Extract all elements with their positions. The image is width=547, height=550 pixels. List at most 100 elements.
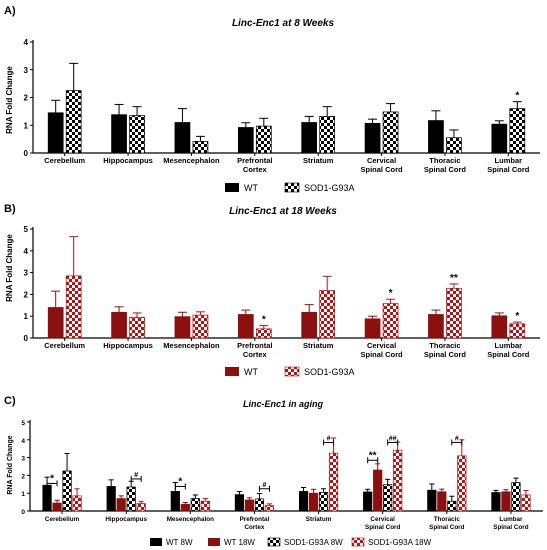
y-tick-label: 2	[24, 290, 29, 299]
bar-wt-18w	[244, 499, 255, 512]
bar-wt-18w	[501, 491, 511, 512]
bar-sod1-g93a-18w	[200, 500, 210, 512]
x-category-label: Prefrontal	[240, 516, 270, 523]
x-category-label: Cerebellum	[44, 341, 85, 350]
bar-sod1-g93a-8w	[318, 491, 329, 512]
legend-sod8w-label: SOD1-G93A 8W	[284, 538, 343, 547]
x-category-label: Spinal Cord	[487, 165, 530, 174]
bar-sod1-g93a	[129, 316, 145, 339]
bar-sod1-g93a	[65, 90, 82, 154]
legend-sod8w-swatch	[267, 537, 281, 547]
bar-wt	[111, 114, 127, 154]
bar-wt-8w	[170, 491, 180, 512]
bar-sod1-g93a-8w	[254, 498, 265, 512]
bar-sod1-g93a-8w	[383, 484, 393, 512]
bar-wt	[364, 318, 381, 339]
bar-wt	[47, 112, 64, 154]
y-tick-label: 3	[21, 456, 25, 463]
bracket-marker: *	[178, 476, 182, 487]
bar-sod1-g93a-8w	[62, 470, 72, 512]
panel-b-legend: WT SOD1-G93A	[225, 366, 355, 377]
bar-sod1-g93a-18w	[264, 505, 275, 512]
y-tick-label: 4	[24, 38, 29, 47]
x-category-label: Prefrontal	[237, 156, 272, 165]
bar-wt-18w	[373, 469, 383, 512]
significance-marker: *	[389, 288, 393, 299]
bar-wt-8w	[427, 489, 437, 512]
y-tick-label: 2	[24, 94, 29, 103]
x-category-label: Mesencephalon	[163, 156, 220, 165]
x-category-label: Spinal Cord	[361, 165, 404, 174]
bar-wt-8w	[363, 491, 373, 512]
y-tick-label: 1	[24, 312, 29, 321]
panel-a-label: A)	[4, 5, 16, 17]
legend-wt8w-label: WT 8W	[166, 538, 193, 547]
bar-sod1-g93a-8w	[447, 500, 457, 512]
y-tick-label: 0	[24, 334, 29, 343]
bar-wt	[174, 122, 191, 154]
y-tick-label: 5	[21, 420, 25, 427]
bar-sod1-g93a	[192, 314, 209, 339]
bar-sod1-g93a-18w	[393, 449, 403, 512]
bar-sod1-g93a	[255, 125, 272, 154]
bar-wt-8w	[298, 491, 309, 512]
bar-wt	[174, 316, 191, 339]
bar-sod1-g93a	[446, 137, 462, 154]
panel-b-chart: 0 1 2 3 4 5 Cerebellum Hippocampus Mesencephalon…	[24, 225, 540, 359]
significance-marker: *	[262, 315, 266, 326]
y-tick-label: 2	[21, 473, 25, 480]
bar-wt-8w	[106, 486, 116, 512]
y-tick-label: 4	[24, 247, 29, 256]
x-category-label: Striatum	[306, 516, 332, 523]
x-category-label: Hippocampus	[103, 156, 153, 165]
panel-c-label: C)	[4, 395, 16, 407]
panel-c-ylabel: RNA Fold Change	[7, 435, 14, 494]
x-category-label: Striatum	[303, 156, 334, 165]
bar-sod1-g93a-18w	[521, 494, 531, 512]
legend-wt18w-label: WT 18W	[224, 538, 255, 547]
bar-wt	[111, 311, 127, 339]
bar-sod1-g93a	[319, 116, 336, 154]
bar-wt	[364, 122, 381, 154]
significance-marker: *	[515, 91, 519, 102]
bar-wt	[301, 122, 318, 154]
x-category-label: Thoracic	[429, 156, 460, 165]
bar-wt-18w	[437, 491, 447, 512]
x-category-label: Striatum	[303, 341, 334, 350]
x-category-label: Hippocampus	[103, 341, 153, 350]
bar-wt	[491, 123, 508, 154]
bar-wt	[301, 311, 318, 339]
bar-sod1-g93a	[382, 303, 399, 339]
panel-a-title: Linc-Enc1 at 8 Weeks	[232, 18, 335, 29]
bar-sod1-g93a-8w	[190, 498, 200, 512]
panel-a-legend: WT SOD1-G93A	[225, 182, 355, 193]
panel-b-title: Linc-Enc1 at 18 Weeks	[229, 206, 337, 217]
y-tick-label: 0	[24, 149, 29, 158]
legend-sod-label: SOD1-G93A	[304, 183, 355, 193]
panel-c-legend: WT 8W WT 18W SOD1-G93A 8W SOD1-G93A 18W	[150, 537, 432, 547]
bar-wt-18w	[52, 502, 62, 512]
x-category-label: Cervical	[367, 341, 396, 350]
x-category-label: Spinal Cord	[361, 350, 404, 359]
panel-b-label: B)	[4, 203, 16, 215]
x-category-label: Spinal Cord	[493, 524, 528, 531]
legend-sod-18-swatch	[284, 366, 300, 377]
panel-a-ylabel: RNA Fold Change	[5, 66, 14, 134]
x-category-label: Spinal Cord	[487, 350, 530, 359]
x-category-label: Lumbar	[499, 516, 523, 523]
y-tick-label: 4	[21, 438, 25, 445]
bar-sod1-g93a	[446, 287, 462, 339]
legend-sod-18-label: SOD1-G93A	[304, 367, 355, 377]
x-category-label: Cortex	[243, 165, 268, 174]
legend-wt-label: WT	[244, 183, 258, 193]
bar-wt-18w	[308, 492, 319, 512]
significance-marker: *	[515, 311, 519, 322]
y-tick-label: 5	[24, 225, 29, 234]
legend-wt8w-swatch	[150, 538, 162, 546]
legend-wt-18-label: WT	[244, 367, 258, 377]
bar-wt	[237, 127, 254, 154]
bar-wt	[428, 314, 444, 339]
legend-sod18w-label: SOD1-G93A 18W	[368, 538, 432, 547]
x-category-label: Mesencephalon	[167, 516, 214, 523]
